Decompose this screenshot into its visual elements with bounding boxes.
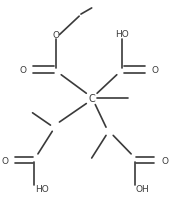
Text: O: O bbox=[52, 31, 59, 40]
Text: O: O bbox=[1, 156, 8, 165]
Text: O: O bbox=[152, 66, 159, 75]
Text: O: O bbox=[19, 66, 26, 75]
Text: OH: OH bbox=[135, 184, 149, 193]
Text: C: C bbox=[88, 94, 95, 104]
Text: HO: HO bbox=[115, 30, 129, 39]
Text: O: O bbox=[162, 156, 169, 165]
Text: HO: HO bbox=[35, 184, 48, 193]
